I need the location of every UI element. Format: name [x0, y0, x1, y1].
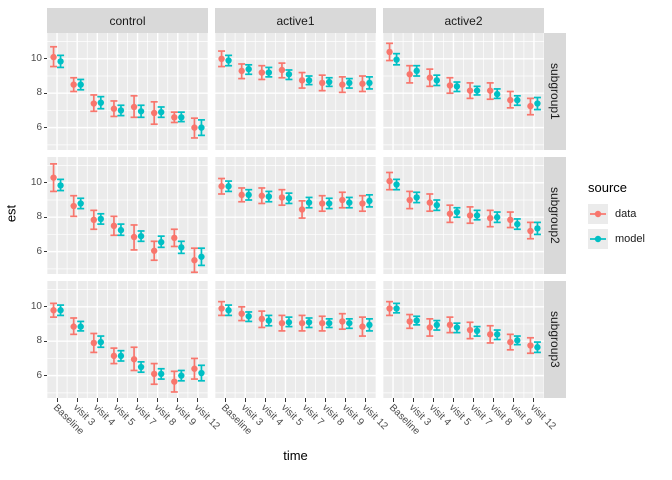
- legend-label-model: model: [615, 233, 645, 245]
- x-tick-mark: [325, 398, 327, 402]
- panel-control-subgroup2: [46, 157, 209, 274]
- x-tick-label: visit 9: [339, 402, 366, 429]
- x-tick-mark: [137, 398, 139, 402]
- x-tick-mark: [513, 398, 515, 402]
- x-tick-mark: [264, 398, 266, 402]
- x-tick-label: visit 12: [359, 402, 390, 433]
- x-tick-mark: [392, 398, 394, 402]
- y-tick-mark: [43, 182, 47, 184]
- x-tick-mark: [452, 398, 454, 402]
- legend-item-data: data: [588, 204, 672, 224]
- y-tick-label: 10: [30, 52, 42, 64]
- x-tick-label: visit 12: [191, 402, 222, 433]
- x-tick-mark: [533, 398, 535, 402]
- y-axis-title: est: [3, 204, 19, 223]
- y-tick-mark: [43, 216, 47, 218]
- x-tick-label: visit 9: [171, 402, 198, 429]
- x-tick-mark: [177, 398, 179, 402]
- y-tick-mark: [43, 127, 47, 129]
- x-tick-mark: [493, 398, 495, 402]
- legend: source data model: [588, 180, 672, 254]
- panel-active2-subgroup1: [382, 33, 545, 150]
- x-tick-mark: [244, 398, 246, 402]
- x-tick-mark: [345, 398, 347, 402]
- legend-title: source: [588, 180, 628, 195]
- y-tick-mark: [43, 375, 47, 377]
- y-tick-label: 6: [36, 369, 42, 381]
- panel-active1-subgroup2: [214, 157, 377, 274]
- panel-active1-subgroup1: [214, 33, 377, 150]
- panel-control-subgroup1: [46, 33, 209, 150]
- x-tick-label: visit 5: [279, 402, 306, 429]
- x-tick-mark: [284, 398, 286, 402]
- x-tick-label: visit 8: [487, 402, 514, 429]
- x-tick-label: visit 7: [467, 402, 494, 429]
- model-pointrange-key-icon: [588, 229, 608, 249]
- data-pointrange-key-icon: [588, 204, 608, 224]
- x-tick-label: visit 5: [111, 402, 138, 429]
- x-tick-mark: [305, 398, 307, 402]
- y-tick-label: 6: [36, 121, 42, 133]
- x-tick-label: visit 5: [447, 402, 474, 429]
- facet-strip-active2: active2: [383, 8, 544, 33]
- x-tick-mark: [56, 398, 58, 402]
- legend-label-data: data: [615, 208, 637, 220]
- x-tick-label: visit 8: [151, 402, 178, 429]
- x-axis-title: time: [283, 448, 308, 463]
- facet-strip-subgroup3: subgroup3: [544, 281, 566, 398]
- y-tick-label: 6: [36, 245, 42, 257]
- y-tick-mark: [43, 251, 47, 253]
- x-tick-mark: [76, 398, 78, 402]
- x-tick-mark: [432, 398, 434, 402]
- facet-strip-subgroup2: subgroup2: [544, 157, 566, 274]
- panel-active1-subgroup3: [214, 281, 377, 398]
- facet-strip-control: control: [47, 8, 208, 33]
- y-tick-mark: [43, 306, 47, 308]
- x-tick-label: visit 12: [527, 402, 558, 433]
- panel-active2-subgroup2: [382, 157, 545, 274]
- facet-strip-active1: active1: [215, 8, 376, 33]
- x-tick-mark: [157, 398, 159, 402]
- facet-strip-subgroup1: subgroup1: [544, 33, 566, 150]
- x-tick-label: visit 8: [319, 402, 346, 429]
- x-tick-label: visit 7: [131, 402, 158, 429]
- x-tick-mark: [412, 398, 414, 402]
- y-tick-mark: [43, 58, 47, 60]
- y-tick-label: 10: [30, 176, 42, 188]
- x-tick-label: visit 9: [507, 402, 534, 429]
- y-tick-label: 10: [30, 300, 42, 312]
- y-tick-mark: [43, 340, 47, 342]
- x-tick-mark: [96, 398, 98, 402]
- y-tick-mark: [43, 92, 47, 94]
- x-tick-mark: [473, 398, 475, 402]
- y-tick-label: 8: [36, 87, 42, 99]
- legend-item-model: model: [588, 229, 672, 249]
- x-tick-label: visit 7: [299, 402, 326, 429]
- x-tick-mark: [197, 398, 199, 402]
- x-tick-mark: [224, 398, 226, 402]
- panel-control-subgroup3: [46, 281, 209, 398]
- y-tick-label: 8: [36, 335, 42, 347]
- y-tick-label: 8: [36, 211, 42, 223]
- x-tick-mark: [365, 398, 367, 402]
- panel-active2-subgroup3: [382, 281, 545, 398]
- x-tick-mark: [116, 398, 118, 402]
